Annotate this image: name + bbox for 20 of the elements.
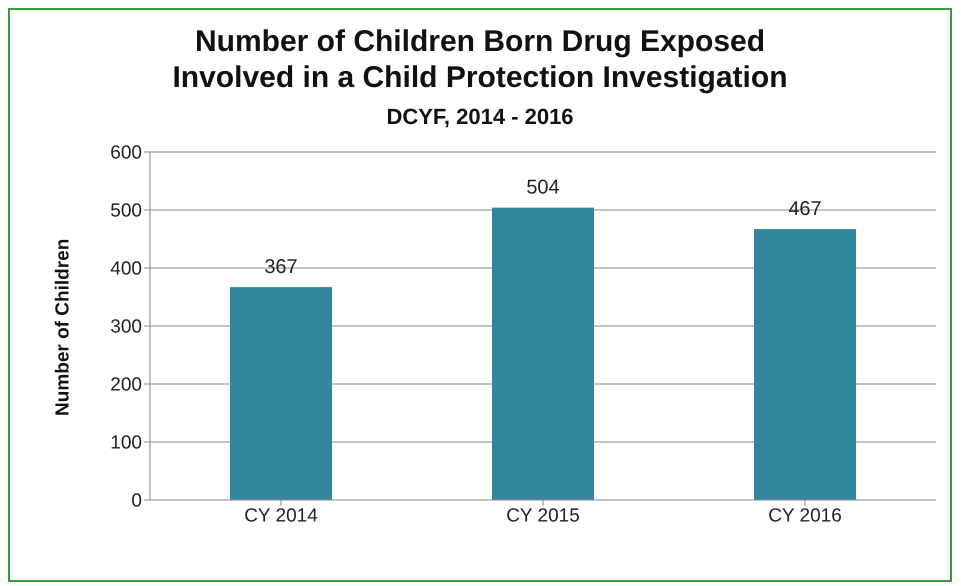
bar bbox=[754, 229, 856, 500]
x-tick-label: CY 2016 bbox=[768, 505, 842, 526]
chart-subtitle: DCYF, 2014 - 2016 bbox=[385, 104, 575, 130]
data-label: 367 bbox=[264, 256, 298, 278]
y-tick-label: 100 bbox=[110, 432, 142, 454]
y-tick-label: 400 bbox=[110, 258, 142, 280]
chart-title: Number of Children Born Drug Exposed Involved in a Child Protection Investigation bbox=[171, 24, 789, 96]
y-tick-label: 200 bbox=[110, 374, 142, 396]
y-tick-label: 0 bbox=[131, 490, 142, 512]
y-axis-title: Number of Children bbox=[52, 238, 74, 416]
data-label: 467 bbox=[788, 198, 822, 220]
bar bbox=[492, 208, 594, 500]
data-label: 504 bbox=[526, 176, 560, 199]
y-tick-label: 600 bbox=[110, 142, 142, 164]
y-tick-label: 500 bbox=[110, 200, 142, 222]
chart-frame: Number of Children Born Drug Exposed Involved in a Child Protection Investigation DCYF, 2014 - 2016 CY 2014 CY 2015 CY 2016 0 100 200 300 400 500 600 Number of Children 367 504 467 bbox=[8, 8, 952, 582]
x-tick-label: CY 2014 bbox=[244, 505, 318, 526]
bar bbox=[230, 287, 332, 500]
y-tick-label: 300 bbox=[110, 316, 142, 338]
x-tick-label: CY 2015 bbox=[506, 505, 580, 526]
